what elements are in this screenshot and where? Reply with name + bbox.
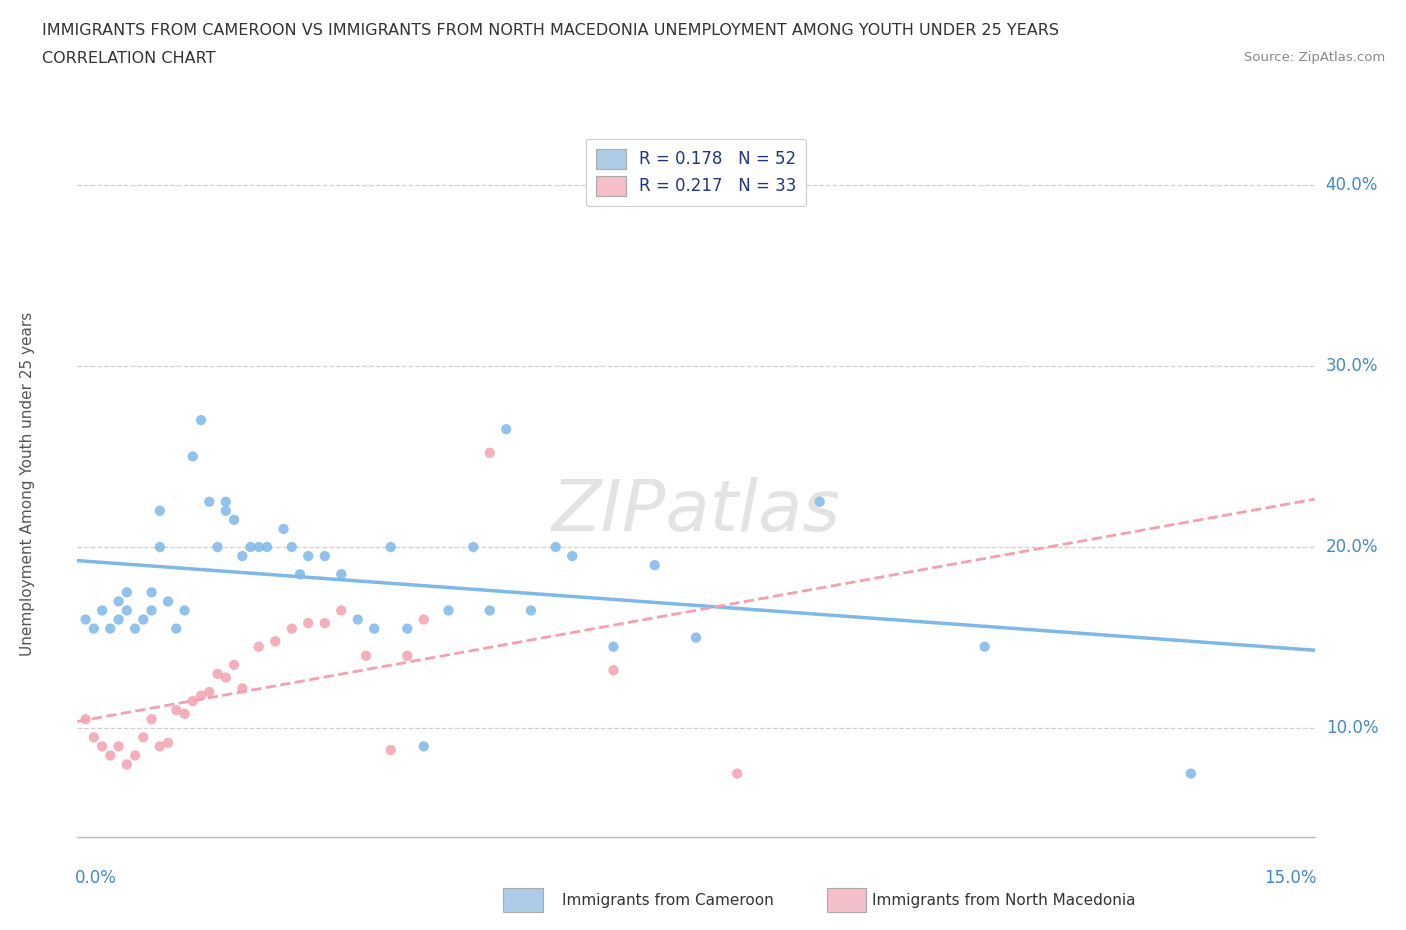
Point (1180, 766, 1202, 781)
Point (115, 585, 138, 600)
Point (215, 494, 238, 509)
Point (181, 449, 204, 464)
Point (354, 648, 377, 663)
Point (644, 558, 666, 573)
Point (264, 634, 287, 649)
Text: IMMIGRANTS FROM CAMEROON VS IMMIGRANTS FROM NORTH MACEDONIA UNEMPLOYMENT AMONG Y: IMMIGRANTS FROM CAMEROON VS IMMIGRANTS F… (42, 23, 1059, 38)
Point (149, 503, 172, 518)
Point (685, 631, 707, 645)
Point (273, 522, 295, 537)
Text: Immigrants from Cameroon: Immigrants from Cameroon (562, 893, 775, 908)
Point (281, 621, 304, 636)
Point (132, 730, 155, 745)
Point (330, 603, 353, 618)
Point (149, 739, 172, 754)
Point (463, 539, 485, 554)
Point (231, 549, 253, 564)
Text: 20.0%: 20.0% (1326, 538, 1378, 556)
Text: Immigrants from North Macedonia: Immigrants from North Macedonia (872, 893, 1135, 908)
Text: CORRELATION CHART: CORRELATION CHART (42, 51, 215, 66)
Point (478, 603, 501, 618)
Point (288, 566, 311, 581)
Point (198, 494, 221, 509)
Point (198, 684, 221, 699)
Point (215, 503, 238, 518)
Point (91, 603, 114, 618)
Point (98, 748, 121, 763)
Point (157, 736, 180, 751)
Point (190, 688, 212, 703)
Point (437, 603, 460, 618)
Point (132, 612, 155, 627)
Point (141, 585, 163, 600)
Point (396, 648, 419, 663)
Text: 10.0%: 10.0% (1326, 719, 1378, 737)
Text: Unemployment Among Youth under 25 years: Unemployment Among Youth under 25 years (20, 312, 35, 656)
Point (973, 639, 995, 654)
Point (207, 539, 229, 554)
Point (725, 766, 748, 781)
Point (115, 603, 138, 618)
Text: 0.0%: 0.0% (75, 869, 117, 887)
Point (83, 621, 105, 636)
Point (297, 616, 319, 631)
Point (124, 621, 146, 636)
Point (215, 671, 238, 685)
Point (247, 539, 270, 554)
Point (602, 639, 624, 654)
Point (149, 539, 172, 554)
Point (412, 612, 434, 627)
Point (75, 711, 97, 726)
Point (222, 512, 245, 527)
Point (478, 445, 501, 460)
Point (107, 612, 129, 627)
Point (165, 621, 187, 636)
Point (165, 703, 187, 718)
Point (222, 658, 245, 672)
Point (83, 730, 105, 745)
Point (173, 603, 195, 618)
Point (297, 549, 319, 564)
Point (141, 711, 163, 726)
Point (380, 742, 402, 757)
Text: ZIPatlas: ZIPatlas (551, 477, 841, 546)
Point (173, 706, 195, 721)
Point (256, 539, 278, 554)
Point (141, 603, 163, 618)
Point (157, 594, 180, 609)
Point (314, 616, 336, 631)
Point (207, 667, 229, 682)
Point (520, 603, 543, 618)
Point (190, 413, 212, 428)
Point (602, 663, 624, 678)
Text: 40.0%: 40.0% (1326, 176, 1378, 193)
Point (330, 566, 353, 581)
Point (281, 539, 304, 554)
Point (363, 621, 385, 636)
Point (495, 422, 517, 437)
Point (396, 621, 419, 636)
Point (247, 639, 270, 654)
Point (231, 681, 253, 696)
Point (107, 739, 129, 754)
Point (412, 739, 434, 754)
Legend: R = 0.178   N = 52, R = 0.217   N = 33: R = 0.178 N = 52, R = 0.217 N = 33 (586, 139, 806, 206)
Text: 30.0%: 30.0% (1326, 357, 1378, 375)
Text: 15.0%: 15.0% (1264, 869, 1317, 887)
Point (346, 612, 368, 627)
Point (808, 494, 831, 509)
Point (115, 757, 138, 772)
Point (314, 549, 336, 564)
Point (75, 612, 97, 627)
Point (98, 621, 121, 636)
Point (181, 694, 204, 709)
Point (91, 739, 114, 754)
Point (124, 748, 146, 763)
Point (544, 539, 567, 554)
Point (561, 549, 583, 564)
Text: Source: ZipAtlas.com: Source: ZipAtlas.com (1244, 51, 1385, 64)
Point (380, 539, 402, 554)
Point (107, 594, 129, 609)
Point (239, 539, 262, 554)
